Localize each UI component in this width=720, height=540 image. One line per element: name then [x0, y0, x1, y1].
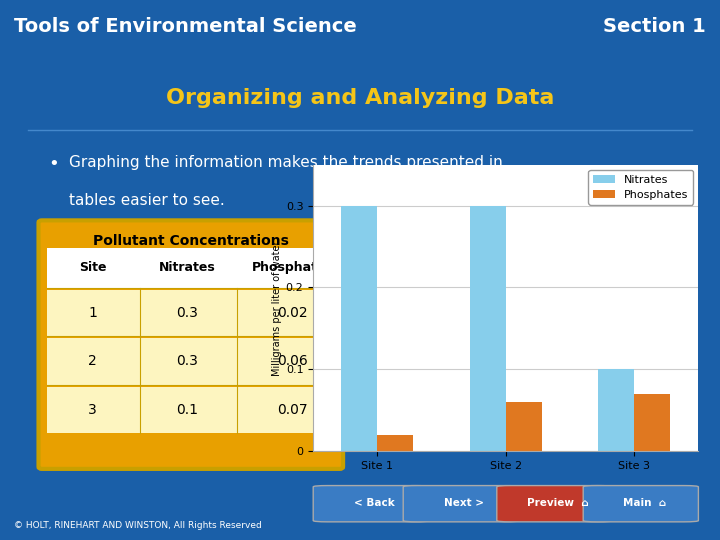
Legend: Nitrates, Phosphates: Nitrates, Phosphates	[588, 170, 693, 205]
Text: 0.06: 0.06	[277, 354, 307, 368]
Text: Graphing the information makes the trends presented in: Graphing the information makes the trend…	[69, 155, 503, 170]
Y-axis label: Milligrams per liter of water: Milligrams per liter of water	[271, 240, 282, 375]
Text: Main  ⌂: Main ⌂	[623, 498, 666, 508]
FancyBboxPatch shape	[313, 485, 428, 522]
Text: 0.07: 0.07	[277, 403, 307, 417]
Bar	[341, 206, 377, 451]
Bar	[598, 369, 634, 451]
Bar	[48, 290, 334, 336]
Text: < Back: < Back	[354, 498, 395, 508]
Text: tables easier to see.: tables easier to see.	[69, 193, 225, 208]
FancyBboxPatch shape	[403, 485, 518, 522]
Text: Site: Site	[79, 261, 107, 274]
Bar	[377, 435, 413, 451]
Bar	[48, 338, 334, 384]
Text: 1: 1	[89, 306, 97, 320]
Text: 3: 3	[89, 403, 97, 417]
Text: 2: 2	[89, 354, 97, 368]
Text: 0.1: 0.1	[176, 403, 199, 417]
Text: Phosphates: Phosphates	[251, 261, 333, 274]
Text: Nitrates: Nitrates	[159, 261, 216, 274]
Text: © HOLT, RINEHART AND WINSTON, All Rights Reserved: © HOLT, RINEHART AND WINSTON, All Rights…	[14, 521, 262, 530]
Text: Section 1: Section 1	[603, 17, 706, 37]
Text: 0.3: 0.3	[176, 306, 198, 320]
Bar	[48, 387, 334, 433]
Text: 0.3: 0.3	[176, 354, 198, 368]
Text: •: •	[49, 155, 60, 173]
Bar	[470, 206, 505, 451]
FancyBboxPatch shape	[497, 485, 612, 522]
Text: Tools of Environmental Science: Tools of Environmental Science	[14, 17, 357, 37]
Text: Organizing and Analyzing Data: Organizing and Analyzing Data	[166, 88, 554, 108]
Bar	[505, 402, 541, 451]
Bar	[48, 248, 334, 288]
Text: Pollutant Concentrations: Pollutant Concentrations	[93, 234, 289, 248]
FancyBboxPatch shape	[583, 485, 698, 522]
Text: 0.02: 0.02	[277, 306, 307, 320]
Bar	[634, 394, 670, 451]
Text: Preview  ⌂: Preview ⌂	[527, 498, 589, 508]
Text: Next >: Next >	[444, 498, 485, 508]
FancyBboxPatch shape	[39, 220, 343, 469]
